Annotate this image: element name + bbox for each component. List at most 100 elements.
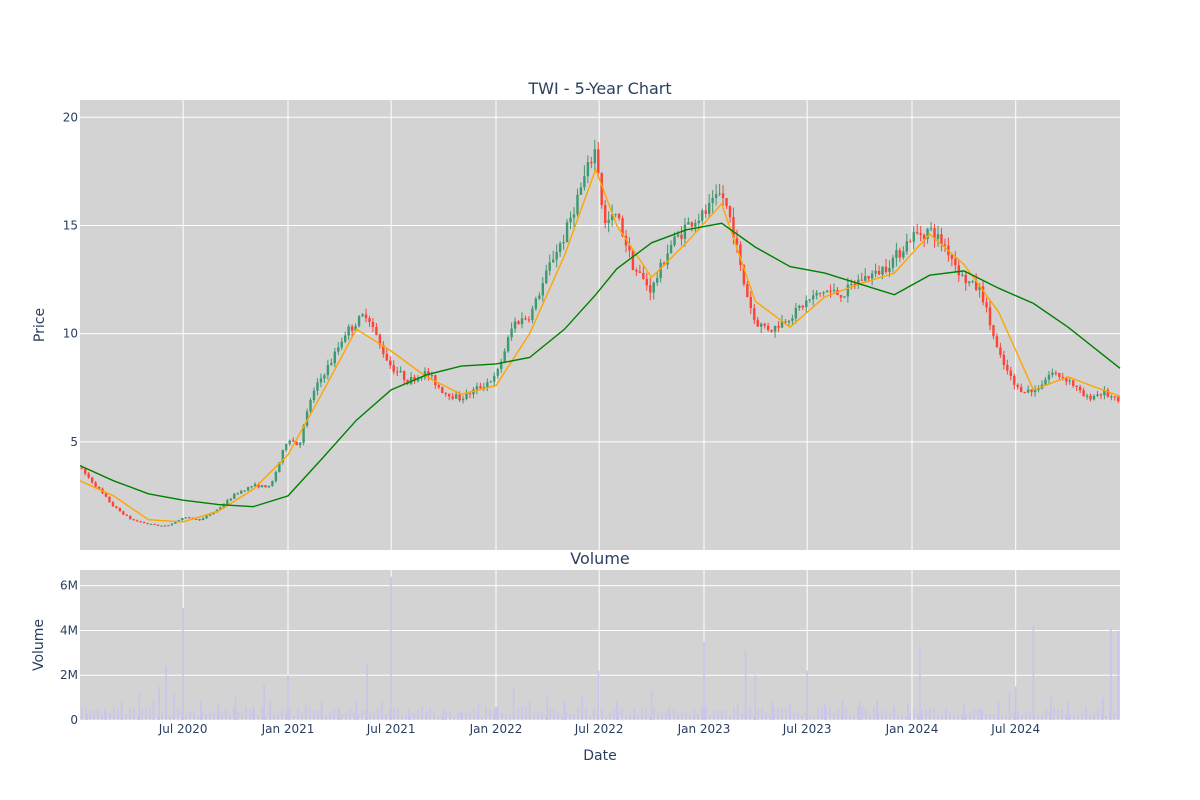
candle-body — [929, 228, 933, 230]
candle-body — [1044, 379, 1047, 385]
date-x-tick-label: Jul 2023 — [782, 722, 832, 736]
volume-bar — [495, 706, 497, 720]
candle-body — [167, 525, 170, 527]
volume-bar — [824, 704, 826, 720]
date-x-tick-label: Jan 2023 — [677, 722, 731, 736]
volume-bar — [901, 716, 903, 720]
candle-body — [94, 482, 97, 487]
volume-bar — [993, 714, 995, 720]
volume-bar — [569, 714, 571, 720]
candle-body — [756, 319, 759, 327]
candle-body — [132, 519, 135, 521]
candle-body — [427, 371, 430, 376]
candle-body — [385, 353, 388, 361]
candle-body — [409, 377, 413, 384]
volume-bar — [185, 715, 187, 720]
volume-bar — [309, 708, 311, 720]
volume-bar — [1085, 706, 1087, 720]
volume-bar — [1045, 708, 1047, 720]
volume-bar — [601, 709, 603, 720]
volume-bar — [873, 706, 875, 720]
candle-body — [527, 319, 531, 321]
volume-bar — [885, 710, 887, 720]
volume-bar — [233, 707, 235, 720]
volume-bar — [525, 706, 527, 720]
volume-bar — [945, 711, 947, 720]
volume-bar — [149, 709, 151, 720]
volume-bar — [621, 707, 623, 720]
volume-bar — [304, 704, 307, 720]
volume-bar — [93, 710, 95, 720]
volume-bar — [869, 714, 871, 720]
volume-bar — [629, 713, 631, 720]
candle-body — [333, 351, 336, 364]
volume-bars — [81, 576, 1120, 720]
volume-bar — [729, 715, 731, 720]
volume-bar — [481, 716, 483, 720]
volume-bar — [229, 714, 231, 720]
volume-bar — [881, 711, 883, 720]
candle-body — [1117, 396, 1120, 402]
candle-body — [396, 371, 399, 373]
candle-body — [260, 485, 264, 488]
candle-body — [1054, 372, 1058, 374]
volume-bar — [405, 714, 407, 720]
volume-bar — [129, 709, 131, 720]
volume-bar — [858, 702, 861, 720]
volume-bar — [385, 714, 387, 720]
volume-bar — [453, 716, 455, 720]
volume-bar — [413, 713, 415, 720]
candle-body — [555, 252, 558, 260]
candle-body — [569, 217, 572, 223]
candle-body — [1082, 390, 1085, 397]
volume-bar — [1073, 714, 1075, 720]
volume-bar — [1061, 709, 1063, 720]
candle-body — [690, 222, 694, 227]
price-plot-area[interactable] — [80, 100, 1120, 550]
candle-body — [981, 286, 985, 303]
candle-body — [1047, 374, 1051, 380]
candle-body — [423, 371, 427, 378]
candle-body — [475, 386, 479, 390]
moving-average-lines — [79, 167, 1121, 523]
volume-bar — [200, 699, 202, 720]
volume-bar — [973, 709, 975, 720]
volume-bar — [125, 714, 127, 720]
candle-body — [735, 238, 739, 245]
volume-bar — [689, 714, 691, 720]
candle-body — [246, 487, 250, 491]
candle-body — [337, 347, 340, 352]
volume-bar — [617, 711, 619, 720]
candle-body — [683, 224, 687, 239]
candle-body — [222, 504, 226, 508]
volume-bar — [173, 693, 175, 720]
volume-bar — [613, 709, 615, 720]
volume-bar — [573, 714, 575, 720]
ma-long-line — [79, 222, 1121, 508]
candle-body — [850, 283, 853, 285]
candle-body — [874, 270, 877, 274]
candle-body — [118, 508, 122, 512]
candle-body — [316, 382, 319, 391]
candle-body — [1089, 395, 1092, 400]
candle-body — [347, 326, 350, 336]
volume-bar — [301, 712, 303, 720]
candle-body — [538, 295, 541, 299]
volume-bar — [605, 716, 607, 720]
candle-body — [922, 234, 926, 240]
volume-bar — [941, 714, 943, 720]
candle-body — [1072, 380, 1075, 386]
volume-plot-area[interactable] — [80, 570, 1120, 720]
volume-bar — [961, 714, 963, 720]
candle-body — [801, 305, 804, 308]
candle-body — [115, 506, 118, 509]
volume-bar — [925, 709, 927, 720]
candle-body — [607, 220, 610, 223]
candle-body — [326, 365, 330, 376]
candle-body — [895, 250, 898, 259]
volume-bar — [373, 713, 375, 720]
volume-bar — [381, 702, 383, 720]
candle-body — [229, 498, 232, 501]
candle-body — [454, 394, 458, 399]
volume-bar — [269, 702, 272, 720]
